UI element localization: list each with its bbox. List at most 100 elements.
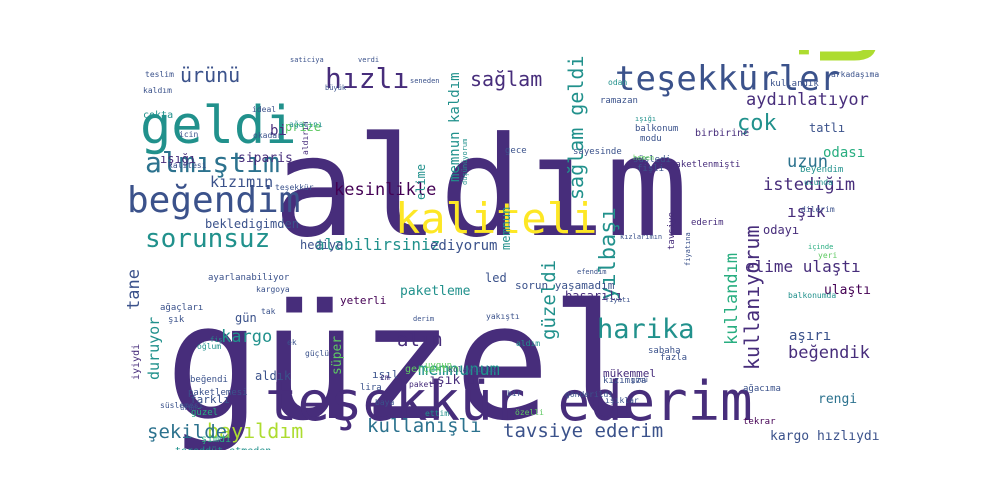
word-63: yeterli: [340, 294, 386, 307]
word-14: yılbaşı: [596, 207, 621, 300]
word-90: teslim: [145, 70, 174, 79]
word-19: odası: [823, 145, 865, 161]
word-119: şık: [168, 315, 185, 325]
word-112: cm: [380, 373, 390, 382]
word-129: saticiya: [290, 56, 324, 64]
word-122: beğendi: [190, 375, 228, 385]
word-56: başarılı: [565, 289, 623, 303]
word-97: kolaylıkla: [448, 365, 496, 374]
word-46: memnun: [499, 207, 513, 250]
word-142: ışığı: [635, 115, 656, 123]
word-6: beğendim: [127, 180, 300, 221]
word-68: birbirine: [695, 128, 749, 139]
word-89: gece: [505, 146, 527, 156]
word-22: kullanıyorum: [740, 226, 764, 371]
word-53: prize: [285, 120, 321, 134]
word-139: güçlü: [305, 349, 329, 358]
word-24: bayıldım: [207, 419, 303, 443]
word-133: ağacını: [289, 120, 323, 129]
word-91: kaldım: [143, 86, 172, 95]
word-76: güzel: [191, 408, 218, 418]
word-123: oğlum: [197, 342, 221, 351]
word-137: paketlemesi: [188, 388, 248, 398]
word-78: iyiydi: [131, 344, 142, 380]
word-37: ediyorum: [430, 238, 497, 254]
word-136: süslemesi: [160, 401, 204, 410]
word-81: gerçekten: [405, 364, 459, 375]
word-94: kalitesi: [168, 161, 207, 170]
word-99: kargoya: [256, 285, 290, 294]
word-8: teşekkürler: [615, 59, 840, 99]
word-102: balkonumda: [788, 291, 836, 300]
word-59: süper: [330, 336, 345, 375]
word-34: kullandım: [722, 253, 742, 345]
word-10: harika: [597, 314, 695, 345]
word-20: istediğim: [763, 175, 855, 195]
word-13: sağlam: [470, 67, 542, 91]
word-0: güzel: [165, 269, 647, 450]
word-138: ürün: [180, 404, 197, 412]
word-58: gün: [235, 311, 257, 325]
word-50: bekledigimden: [205, 217, 299, 231]
word-105: beyendim: [800, 165, 843, 175]
word-70: mükemmel: [603, 367, 656, 380]
word-73: fazla: [660, 353, 687, 363]
word-107: fiyatı: [605, 296, 630, 304]
word-67: paketlenmişti: [670, 160, 740, 170]
word-11: hızlı: [325, 62, 409, 95]
word-12: ürünü: [180, 63, 240, 87]
word-98: derim: [413, 315, 434, 323]
word-61: tatlı: [809, 121, 845, 135]
word-27: şekilde: [147, 421, 227, 443]
word-28: kargo: [221, 327, 272, 347]
word-21: ışık: [787, 202, 826, 221]
word-84: kızımıza: [603, 376, 646, 386]
word-4: kaliteli: [395, 194, 597, 243]
word-96: paket: [409, 380, 433, 389]
word-117: bir: [507, 389, 522, 398]
word-38: duruyor: [145, 317, 163, 380]
word-125: kızlarımın: [620, 233, 662, 241]
word-132: aldırın: [301, 121, 310, 155]
word-127: büyük: [325, 84, 347, 92]
word-71: ağacıma: [743, 384, 781, 394]
word-57: aldık: [255, 369, 292, 383]
word-100: yeri: [818, 251, 837, 260]
word-131: icin: [179, 130, 198, 139]
word-106: süsledi: [633, 155, 671, 165]
word-79: tereddüt etmeden: [175, 446, 271, 450]
word-35: elime ulaştı: [745, 257, 861, 276]
word-39: aşırı: [789, 328, 831, 344]
word-26: tavsiye ederim: [503, 420, 663, 442]
word-95: teşekkür: [275, 183, 314, 192]
word-49: hediye: [300, 238, 343, 252]
word-3: teşekkür ederim: [265, 370, 753, 433]
word-17: aydınlatıyor: [746, 90, 869, 110]
word-65: çokta: [143, 110, 173, 121]
word-134: balkonum: [635, 124, 678, 134]
word-25: kullanışlı: [367, 415, 481, 437]
word-86: fişli: [637, 164, 664, 174]
word-32: memnunum: [418, 360, 500, 380]
word-7: almıştım: [145, 146, 280, 179]
word-110: ek: [287, 338, 297, 347]
word-114: uygun: [425, 361, 452, 371]
word-51: sipariş: [238, 151, 293, 166]
word-cloud: güzel aldım ürün teşekkür ederim kaliteli gel…: [125, 50, 900, 450]
word-130: verdi: [358, 56, 379, 64]
word-140: ağaçları: [160, 303, 203, 313]
word-cloud-canvas: güzel aldım ürün teşekkür ederim kaliteli gel…: [125, 50, 899, 450]
word-64: sorun yaşamadım: [515, 279, 615, 292]
word-30: alın: [397, 329, 443, 351]
word-113: ettim: [425, 409, 449, 418]
word-121: günü: [631, 376, 648, 384]
word-9: sorunsuz: [145, 224, 270, 254]
word-143: hemen: [633, 154, 654, 162]
word-144: ayarlanabiliyor: [208, 273, 290, 283]
word-47: memnun kaldım: [447, 72, 463, 182]
word-74: sabaha: [648, 346, 681, 356]
word-43: ışık: [429, 373, 460, 388]
word-135: fiyatına: [684, 232, 692, 266]
word-5: geldi: [140, 96, 297, 156]
word-40: rengi: [818, 392, 857, 407]
